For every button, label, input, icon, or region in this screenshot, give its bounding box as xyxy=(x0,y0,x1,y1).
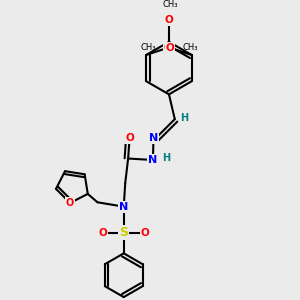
Text: O: O xyxy=(165,15,173,25)
Text: O: O xyxy=(164,43,172,53)
Text: O: O xyxy=(66,198,74,208)
Text: CH₃: CH₃ xyxy=(140,43,156,52)
Text: S: S xyxy=(119,226,128,239)
Text: H: H xyxy=(163,153,171,163)
Text: N: N xyxy=(119,202,128,212)
Text: O: O xyxy=(98,228,107,238)
Text: O: O xyxy=(165,43,174,53)
Text: N: N xyxy=(148,155,158,165)
Text: O: O xyxy=(140,228,149,238)
Text: CH₃: CH₃ xyxy=(163,0,178,9)
Text: H: H xyxy=(180,113,188,123)
Text: CH₃: CH₃ xyxy=(182,43,198,52)
Text: N: N xyxy=(149,133,158,143)
Text: O: O xyxy=(125,133,134,143)
